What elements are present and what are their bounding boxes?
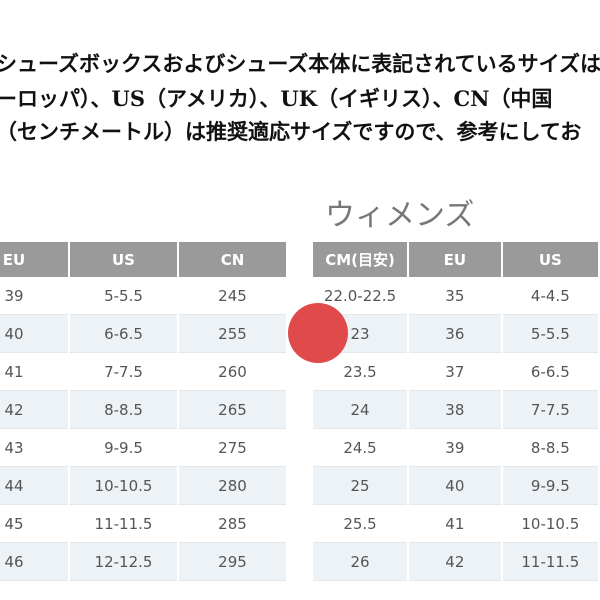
table-cell: 4-4.5 xyxy=(502,277,598,315)
table-cell: 11-11.5 xyxy=(502,543,598,581)
table-cell: 25 xyxy=(313,467,408,505)
table-cell: 43 xyxy=(0,429,68,467)
column-header: US xyxy=(502,242,598,277)
column-header: EU xyxy=(0,242,68,277)
table-cell: 5-5.5 xyxy=(502,315,598,353)
table-row: 44 10-10.5 280 xyxy=(0,467,286,505)
table-cell: 41 xyxy=(0,353,68,391)
table-cell: 39 xyxy=(409,429,501,467)
size-table: CM(目安) EU US 22.0-22.5 35 4-4.5 23 36 5-5.5 23.5 3… xyxy=(311,242,600,581)
table-row: 42 8-8.5 265 xyxy=(0,391,286,429)
table-cell: 275 xyxy=(179,429,286,467)
table-cell: 7-7.5 xyxy=(502,391,598,429)
table-cell: 35 xyxy=(409,277,501,315)
table-cell: 6-6.5 xyxy=(70,315,177,353)
table-cell: 24.5 xyxy=(313,429,408,467)
table-cell: 11-11.5 xyxy=(70,505,177,543)
table-row: 26 42 11-11.5 xyxy=(313,543,598,581)
table-cell: 295 xyxy=(179,543,286,581)
table-cell: 12-12.5 xyxy=(70,543,177,581)
header-row: CM(目安) EU US xyxy=(313,242,598,277)
table-cell: 39 xyxy=(0,277,68,315)
table-cell: 37 xyxy=(409,353,501,391)
table-cell: 40 xyxy=(0,315,68,353)
column-header: EU xyxy=(409,242,501,277)
table-row: 40 6-6.5 255 xyxy=(0,315,286,353)
table-cell: 44 xyxy=(0,467,68,505)
table-cell: 46 xyxy=(0,543,68,581)
table-row: 23 36 5-5.5 xyxy=(313,315,598,353)
table-cell: 24 xyxy=(313,391,408,429)
table-cell: 9-9.5 xyxy=(502,467,598,505)
table-cell: 25.5 xyxy=(313,505,408,543)
table-cell: 9-9.5 xyxy=(70,429,177,467)
table-cell: 45 xyxy=(0,505,68,543)
table-cell: 10-10.5 xyxy=(70,467,177,505)
table-cell: 6-6.5 xyxy=(502,353,598,391)
column-header: US xyxy=(70,242,177,277)
table-cell: 38 xyxy=(409,391,501,429)
table-row: 24 38 7-7.5 xyxy=(313,391,598,429)
table-cell: 8-8.5 xyxy=(70,391,177,429)
header-line: （センチメートル）は推奨適応サイズですので、参考にしてお xyxy=(0,119,582,144)
table-row: 46 12-12.5 295 xyxy=(0,543,286,581)
header-line: シューズボックスおよびシューズ本体に表記されているサイズは xyxy=(0,51,600,76)
column-header: CM(目安) xyxy=(313,242,408,277)
red-dot xyxy=(288,303,348,363)
table-cell: 8-8.5 xyxy=(502,429,598,467)
table-row: 43 9-9.5 275 xyxy=(0,429,286,467)
table-cell: 265 xyxy=(179,391,286,429)
table-cell: 285 xyxy=(179,505,286,543)
table-cell: 36 xyxy=(409,315,501,353)
table-row: 25 40 9-9.5 xyxy=(313,467,598,505)
table-cell: 22.0-22.5 xyxy=(313,277,408,315)
table-cell: 41 xyxy=(409,505,501,543)
table-row: 24.5 39 8-8.5 xyxy=(313,429,598,467)
table-cell: 245 xyxy=(179,277,286,315)
table-cell: 42 xyxy=(0,391,68,429)
table-cell: 42 xyxy=(409,543,501,581)
table-row: 41 7-7.5 260 xyxy=(0,353,286,391)
table-cell: 255 xyxy=(179,315,286,353)
table-row: 25.5 41 10-10.5 xyxy=(313,505,598,543)
header-row: EU US CN xyxy=(0,242,286,277)
table-cell: 260 xyxy=(179,353,286,391)
column-header: CN xyxy=(179,242,286,277)
table-cell: 26 xyxy=(313,543,408,581)
header-line: ーロッパ）、US（アメリカ）、UK（イギリス）、CN（中国 xyxy=(0,86,553,111)
size-table: EU US CN 39 5-5.5 245 40 6-6.5 255 41 7-7.5 260 42 8-… xyxy=(0,242,288,581)
table-cell: 10-10.5 xyxy=(502,505,598,543)
table-cell: 5-5.5 xyxy=(70,277,177,315)
table-cell: 7-7.5 xyxy=(70,353,177,391)
table-row: 23.5 37 6-6.5 xyxy=(313,353,598,391)
table-row: 45 11-11.5 285 xyxy=(0,505,286,543)
table-row: 22.0-22.5 35 4-4.5 xyxy=(313,277,598,315)
table-cell: 23.5 xyxy=(313,353,408,391)
table-cell: 280 xyxy=(179,467,286,505)
table-row: 39 5-5.5 245 xyxy=(0,277,286,315)
table-title: ウィメンズ xyxy=(325,198,475,233)
table-cell: 40 xyxy=(409,467,501,505)
